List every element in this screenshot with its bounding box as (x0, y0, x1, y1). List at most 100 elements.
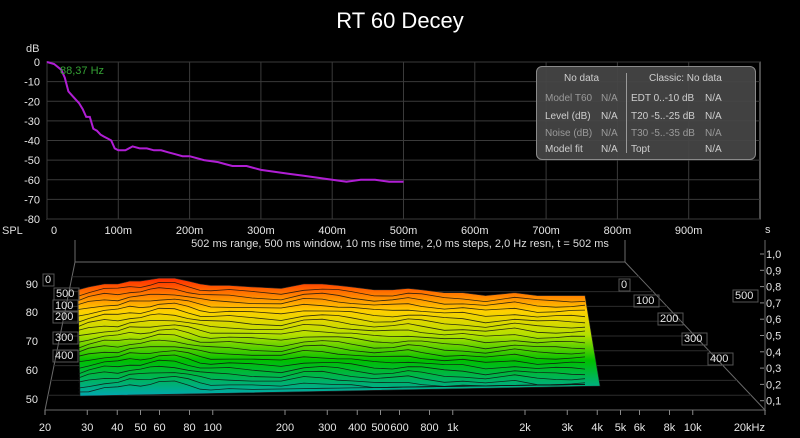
info-classic-value: N/A (705, 144, 722, 155)
decay-x-tick-label: 700m (532, 225, 560, 237)
waterfall-freq-tick-label: 400 (348, 422, 366, 434)
waterfall-freq-tick-label: 500 (371, 422, 389, 434)
info-classic-value: N/A (705, 93, 722, 104)
decay-y-tick-label: -30 (24, 116, 40, 128)
decay-y-tick-label: -10 (24, 77, 40, 89)
waterfall-time-tick-label: 0 (45, 274, 51, 286)
waterfall-time-tick-label: 400 (710, 353, 728, 365)
info-row-value: N/A (601, 128, 618, 139)
waterfall-time-tick-box (52, 331, 79, 345)
waterfall-time-tick-label: 200 (660, 313, 678, 325)
waterfall-slice-line (77, 365, 586, 386)
decay-series-line (46, 61, 404, 183)
waterfall-slice-line (77, 328, 586, 350)
info-classic-label: T20 -5..-25 dB (631, 111, 695, 122)
waterfall-time-tick-label: 500 (735, 290, 753, 302)
waterfall-freq-tick-label: 4k (591, 422, 603, 434)
waterfall-seconds-tick-label: 0,6 (766, 314, 781, 326)
waterfall-freq-tick-label: 1k (447, 422, 459, 434)
info-row-label: Noise (dB) (545, 128, 593, 139)
decay-x-tick-label: 400m (318, 225, 346, 237)
waterfall-spl-tick-label: 70 (26, 336, 38, 348)
decay-x-tick-label: 900m (675, 225, 703, 237)
decay-x-tick-label: 200m (176, 225, 204, 237)
waterfall-time-tick-box (681, 332, 708, 346)
waterfall-spl-tick-label: 50 (26, 394, 38, 406)
waterfall-seconds-tick-label: 0,4 (766, 347, 781, 359)
waterfall-spl-label: SPL (2, 225, 23, 237)
decay-y-axis-label: dB (26, 43, 39, 55)
decay-x-tick-label: 800m (604, 225, 632, 237)
info-left-header: No data (564, 73, 600, 84)
waterfall-spl-tick-label: 80 (26, 307, 38, 319)
waterfall-slice-line (77, 298, 586, 318)
waterfall-slice-line (77, 346, 586, 365)
waterfall-time-tick-box (633, 294, 660, 308)
waterfall-freq-tick-label: 10k (684, 422, 702, 434)
decay-y-tick-label: -60 (24, 175, 40, 187)
info-row-value: N/A (601, 144, 618, 155)
waterfall-time-tick-box (52, 349, 79, 363)
waterfall-time-tick-box (42, 273, 55, 287)
waterfall-seconds-tick-label: 0,7 (766, 298, 781, 310)
info-row-label: Model T60 (545, 93, 593, 104)
info-panel-divider (626, 73, 627, 153)
decay-x-tick-label: 0 (51, 225, 57, 237)
waterfall-time-tick-label: 200 (55, 311, 73, 323)
waterfall-time-tick-label: 300 (684, 333, 702, 345)
info-row-value: N/A (601, 111, 618, 122)
waterfall-freq-tick-label: 5k (615, 422, 627, 434)
waterfall-seconds-label: s (765, 224, 771, 236)
waterfall-time-tick-box (707, 352, 734, 366)
info-classic-value: N/A (705, 128, 722, 139)
waterfall-time-tick-box (618, 278, 631, 292)
info-classic-value: N/A (705, 111, 722, 122)
waterfall-time-tick-label: 100 (55, 300, 73, 312)
decay-y-tick-label: -80 (24, 214, 40, 226)
info-right-header: Classic: No data (649, 73, 722, 84)
waterfall-slice-line (77, 339, 586, 360)
waterfall-slice-line (77, 350, 586, 370)
decay-x-tick-label: 600m (461, 225, 489, 237)
waterfall-freq-tick-label: 800 (420, 422, 438, 434)
decay-y-tick-label: -50 (24, 155, 40, 167)
waterfall-slice-line (77, 359, 586, 381)
waterfall-time-tick-label: 400 (55, 350, 73, 362)
waterfall-freq-tick-label: 600 (390, 422, 408, 434)
waterfall-slice-line (77, 307, 586, 329)
waterfall-time-tick-label: 300 (55, 332, 73, 344)
waterfall-freq-tick-label: 30 (81, 422, 93, 434)
waterfall-seconds-tick-label: 0,2 (766, 379, 781, 391)
waterfall-freq-tick-label: 300 (318, 422, 336, 434)
waterfall-slice-line (77, 380, 586, 393)
decay-x-tick-label: 300m (247, 225, 275, 237)
waterfall-seconds-tick-label: 0,1 (766, 396, 781, 408)
waterfall-seconds-tick-label: 1,0 (766, 249, 781, 261)
waterfall-slice-line (77, 333, 586, 355)
waterfall-freq-tick-label: 2k (519, 422, 531, 434)
waterfall-slice-line (77, 302, 586, 324)
info-classic-label: EDT 0..-10 dB (631, 93, 695, 104)
decay-y-tick-label: -20 (24, 96, 40, 108)
waterfall-spl-tick-label: 90 (26, 279, 38, 291)
waterfall-spl-tick-label: 60 (26, 365, 38, 377)
waterfall-time-tick-box (52, 310, 79, 324)
waterfall-seconds-tick-label: 0,3 (766, 363, 781, 375)
decay-y-tick-label: -40 (24, 136, 40, 148)
waterfall-freq-tick-label: 3k (561, 422, 573, 434)
waterfall-time-tick-label: 0 (621, 279, 627, 291)
waterfall-slice-line (77, 293, 586, 313)
info-row-label: Level (dB) (545, 111, 591, 122)
waterfall-slice-line (77, 313, 586, 334)
waterfall-time-tick-box (52, 299, 79, 313)
waterfall-freq-tick-label: 8k (664, 422, 676, 434)
info-classic-label: Topt (631, 144, 650, 155)
waterfall-freq-tick-label: 20kHz (734, 422, 765, 434)
waterfall-freq-tick-label: 200 (276, 422, 294, 434)
chart-title: RT 60 Decey (336, 8, 464, 33)
info-classic-label: T30 -5..-35 dB (631, 128, 695, 139)
waterfall-freq-tick-label: 50 (134, 422, 146, 434)
decay-x-tick-label: 100m (105, 225, 133, 237)
waterfall-slice-line (77, 287, 586, 308)
